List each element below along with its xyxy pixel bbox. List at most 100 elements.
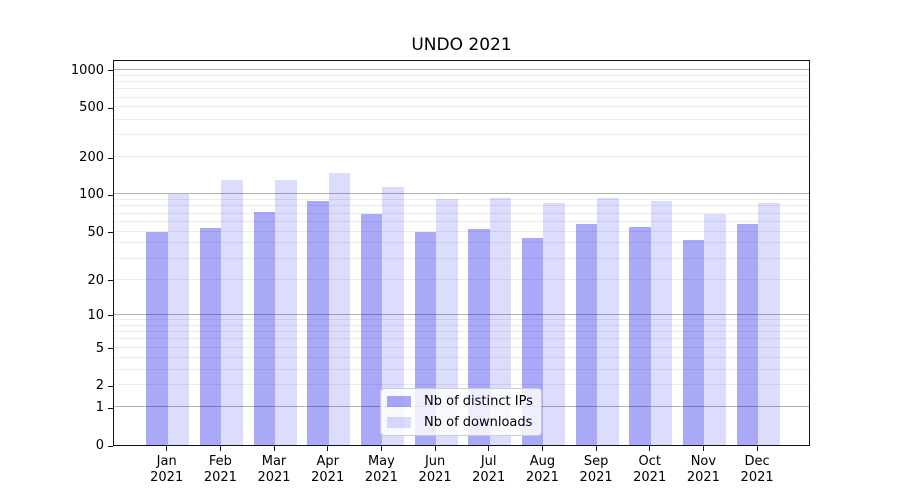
- y-tick-label-1: 1: [95, 400, 104, 416]
- x-tick-label-feb: Feb 2021: [188, 454, 252, 486]
- gridline-minor-40: [114, 242, 809, 244]
- gridline-minor-900: [114, 74, 809, 76]
- x-label-month-oct: Oct: [638, 454, 661, 469]
- x-label-month-nov: Nov: [690, 454, 717, 469]
- x-label-month-feb: Feb: [208, 454, 232, 469]
- gridline-minor-9: [114, 318, 809, 320]
- x-tick-label-mar: Mar 2021: [242, 454, 306, 486]
- legend-label-distinct-ips: Nb of distinct IPs: [424, 394, 533, 410]
- x-tick-nov: [702, 446, 704, 451]
- x-label-year-jun: 2021: [418, 470, 452, 485]
- x-tick-label-dec: Dec 2021: [725, 454, 789, 486]
- y-tick-5: [108, 348, 113, 350]
- gridline-minor-20: [114, 278, 809, 280]
- bar-distinct-ips-feb: [199, 228, 222, 445]
- bar-distinct-ips-mar: [253, 212, 275, 445]
- gridline-minor-8: [114, 324, 809, 326]
- x-label-year-dec: 2021: [740, 470, 774, 485]
- x-tick-label-jan: Jan 2021: [135, 454, 199, 486]
- bar-downloads-feb: [221, 180, 243, 445]
- gridline-minor-2: [114, 384, 809, 386]
- bar-downloads-apr: [328, 172, 351, 445]
- x-tick-oct: [649, 446, 651, 451]
- bar-downloads-nov: [704, 213, 726, 445]
- bar-downloads-mar: [275, 180, 297, 445]
- gridline-minor-800: [114, 80, 809, 82]
- x-tick-feb: [219, 446, 221, 451]
- bar-downloads-oct: [650, 201, 673, 445]
- x-label-month-jun: Jun: [424, 454, 446, 469]
- x-tick-aug: [541, 446, 543, 451]
- y-tick-2: [108, 385, 113, 387]
- x-tick-label-aug: Aug 2021: [510, 454, 574, 486]
- x-tick-mar: [273, 446, 275, 451]
- x-label-year-mar: 2021: [257, 470, 291, 485]
- x-label-year-feb: 2021: [203, 470, 237, 485]
- x-tick-label-jul: Jul 2021: [457, 454, 521, 486]
- y-tick-label-500: 500: [79, 100, 104, 116]
- gridline-minor-60: [114, 220, 809, 222]
- x-tick-jun: [434, 446, 436, 451]
- gridline-minor-200: [114, 156, 809, 157]
- y-tick-label-5: 5: [95, 340, 104, 356]
- bar-distinct-ips-nov: [682, 239, 705, 445]
- bars-layer: [114, 61, 809, 445]
- y-tick-100: [108, 194, 113, 196]
- bar-downloads-jan: [167, 194, 190, 445]
- legend-swatch-distinct-ips: [387, 396, 411, 408]
- y-tick-label-1000: 1000: [70, 62, 104, 78]
- x-tick-jul: [488, 446, 490, 451]
- x-tick-label-may: May 2021: [349, 454, 413, 486]
- legend: Nb of distinct IPs Nb of downloads: [380, 388, 542, 436]
- y-tick-1000: [108, 70, 113, 72]
- x-tick-may: [380, 446, 382, 451]
- y-tick-label-2: 2: [95, 378, 104, 394]
- gridline-minor-90: [114, 199, 809, 200]
- gridline-minor-500: [114, 106, 809, 108]
- bar-downloads-aug: [543, 202, 565, 445]
- bar-distinct-ips-apr: [307, 201, 329, 445]
- bar-downloads-sep: [597, 198, 619, 445]
- gridline-minor-700: [114, 88, 809, 90]
- gridline-minor-80: [114, 205, 809, 207]
- x-label-month-jul: Jul: [480, 454, 497, 469]
- x-label-month-jan: Jan: [156, 454, 177, 469]
- y-tick-label-50: 50: [87, 224, 104, 240]
- y-tick-50: [108, 232, 113, 233]
- y-tick-10: [108, 315, 113, 317]
- x-label-month-mar: Mar: [261, 454, 287, 469]
- gridline-minor-300: [114, 134, 809, 136]
- y-tick-label-20: 20: [87, 272, 104, 288]
- gridline-major-100: [114, 193, 809, 195]
- x-tick-label-jun: Jun 2021: [403, 454, 467, 486]
- x-label-month-may: May: [367, 454, 395, 469]
- x-label-year-may: 2021: [364, 470, 398, 485]
- legend-item-downloads: Nb of downloads: [387, 415, 535, 430]
- bar-distinct-ips-oct: [629, 227, 651, 445]
- plot-area: Nb of distinct IPs Nb of downloads: [113, 60, 810, 446]
- y-tick-1: [108, 407, 113, 409]
- gridline-minor-50: [114, 230, 809, 232]
- bar-downloads-jul: [489, 198, 512, 445]
- bar-distinct-ips-may: [360, 213, 383, 445]
- gridline-major-1000: [114, 68, 809, 70]
- legend-label-downloads: Nb of downloads: [424, 414, 533, 430]
- x-label-year-apr: 2021: [311, 470, 345, 485]
- y-tick-label-0: 0: [95, 438, 104, 453]
- x-label-year-oct: 2021: [633, 470, 667, 485]
- bar-downloads-may: [382, 186, 404, 445]
- gridline-major-10: [114, 313, 809, 315]
- y-tick-20: [108, 280, 113, 282]
- bar-downloads-dec: [758, 203, 780, 445]
- x-tick-label-apr: Apr 2021: [296, 454, 360, 486]
- bar-distinct-ips-jan: [146, 231, 168, 445]
- bar-distinct-ips-sep: [575, 223, 598, 445]
- legend-swatch-downloads: [387, 416, 411, 428]
- x-label-month-aug: Aug: [529, 454, 556, 469]
- gridline-minor-7: [114, 331, 809, 333]
- gridline-minor-6: [114, 338, 809, 340]
- x-label-year-jul: 2021: [472, 470, 506, 485]
- gridline-minor-3: [114, 368, 809, 370]
- x-tick-label-sep: Sep 2021: [564, 454, 628, 486]
